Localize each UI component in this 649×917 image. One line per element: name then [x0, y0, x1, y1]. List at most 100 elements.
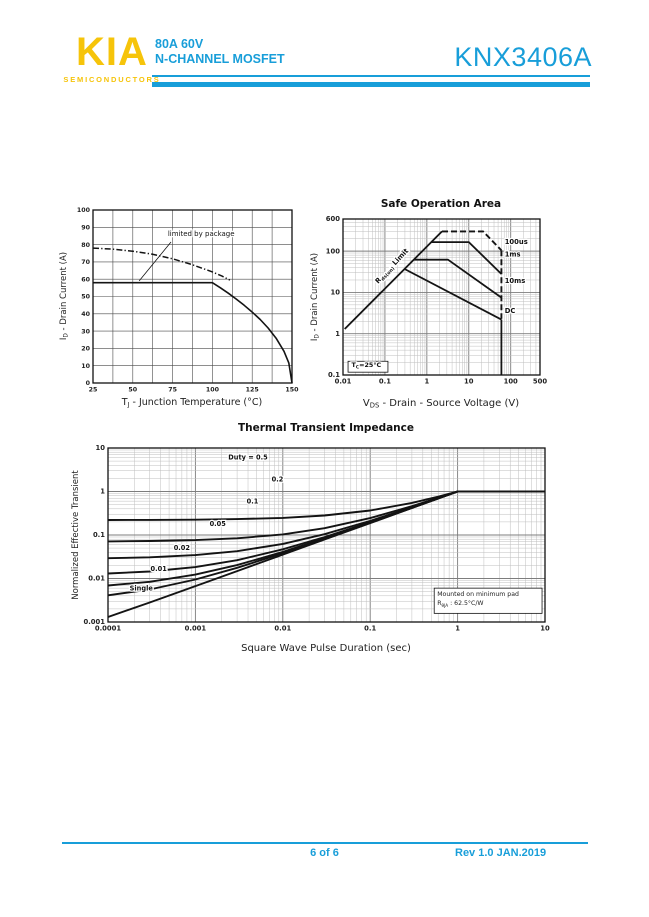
y-tick-label: 10 — [81, 363, 90, 370]
curve-label-1ms: 1ms — [505, 250, 521, 258]
y-tick-label: 20 — [81, 346, 90, 353]
duty-label-0p02: 0.02 — [174, 544, 191, 552]
single-label: Single — [130, 584, 154, 592]
junction-temperature-chart: 25 50 75 100 125 150 0 10 20 30 40 50 60 70 80 90 100 TJ … — [50, 188, 302, 425]
y-tick-labels: 0.1 1 10 100 600 — [326, 215, 340, 379]
x-tick-label: 1 — [455, 625, 460, 633]
duty-0p05-curve — [107, 490, 545, 575]
x-tick-label: 25 — [89, 387, 98, 394]
plot-frame — [342, 218, 541, 376]
limited-by-package-label: limited by package — [168, 230, 235, 238]
plot-frame — [92, 209, 293, 384]
pulse-1ms-curve — [431, 241, 503, 275]
y-tick-label: 50 — [81, 294, 90, 301]
curve-label-100us: 100us — [505, 238, 528, 246]
chart-title: Thermal Transient Impedance — [238, 422, 414, 434]
thermal-impedance-chart: 0.0001 0.001 0.01 0.1 1 10 0.001 0.01 0.1 1 10 Ther… — [58, 418, 590, 671]
pulse-100us-curve — [442, 230, 503, 251]
plot-frame — [107, 447, 546, 623]
header-device-type-line: N-CHANNEL MOSFET — [155, 51, 285, 66]
single-pulse-curve — [107, 490, 545, 618]
package-limit-curve — [93, 281, 293, 384]
note-box-line-2: RθJA : 62.5°C/W — [437, 599, 483, 608]
footer-rule — [62, 842, 588, 844]
y-tick-label: 0.01 — [88, 575, 105, 583]
x-tick-label: 0.01 — [335, 378, 352, 386]
header-subtitle: 80A 60V N-CHANNEL MOSFET — [155, 37, 285, 66]
x-tick-label: 50 — [128, 387, 137, 394]
duty-label-0p1: 0.1 — [247, 497, 259, 505]
x-tick-label: 100 — [504, 378, 518, 386]
x-tick-label: 150 — [285, 387, 299, 394]
y-axis-title: ID - Drain Current (A) — [310, 253, 321, 341]
x-tick-label: 0.1 — [364, 625, 376, 633]
x-axis-title: TJ - Junction Temperature (°C) — [121, 397, 262, 409]
safe-operation-area-chart: 0.01 0.1 1 10 100 500 0.1 1 10 100 600 Safe Operati… — [303, 192, 559, 423]
x-tick-label: 0.0001 — [95, 625, 121, 633]
duty-label-0p05: 0.05 — [210, 520, 227, 528]
y-tick-label: 0.1 — [328, 371, 340, 379]
x-tick-label: 100 — [206, 387, 220, 394]
x-tick-label: 10 — [464, 378, 474, 386]
x-tick-label: 1 — [424, 378, 429, 386]
curve-label-10ms: 10ms — [505, 277, 526, 285]
y-tick-label: 40 — [81, 311, 90, 318]
x-axis-title: VDS - Drain - Source Voltage (V) — [363, 398, 519, 410]
x-tick-label: 0.01 — [274, 625, 291, 633]
dc-curve — [404, 268, 502, 321]
rds-on-limit-curve — [344, 230, 443, 330]
annotation-leader-curve — [138, 241, 172, 282]
x-tick-label: 0.001 — [185, 625, 207, 633]
y-tick-label: 10 — [331, 289, 341, 297]
curve-label-dc: DC — [505, 307, 516, 315]
chart-title: Safe Operation Area — [381, 198, 501, 210]
thermal-svg: 0.0001 0.001 0.01 0.1 1 100.0010.010.1110Ther… — [71, 422, 550, 654]
kia-logo-text: KIA — [76, 30, 148, 74]
header-rule-thick — [152, 82, 590, 87]
duty-label-0p01: 0.01 — [151, 565, 168, 573]
y-tick-labels: 0 10 20 30 40 50 60 70 80 90 100 — [77, 207, 91, 387]
y-tick-label: 0.001 — [84, 618, 106, 626]
y-axis-title: ID - Drain Current (A) — [59, 252, 70, 340]
y-tick-label: 600 — [326, 215, 340, 223]
duty-label-0p2: 0.2 — [272, 475, 284, 483]
revision-label: Rev 1.0 JAN.2019 — [455, 847, 547, 859]
header-rule-thin — [152, 75, 590, 77]
y-tick-label: 0.1 — [93, 531, 105, 539]
y-tick-label: 100 — [326, 247, 340, 255]
x-axis-title: Square Wave Pulse Duration (sec) — [241, 643, 411, 654]
y-tick-label: 1 — [100, 488, 105, 496]
x-tick-label: 125 — [246, 387, 259, 394]
y-tick-label: 10 — [96, 444, 106, 452]
y-tick-label: 0 — [86, 380, 91, 387]
junction-svg: 25 50 75 100 125 150 0 10 20 30 40 50 60 70 80 90 100 TJ … — [59, 207, 300, 409]
x-tick-label: 10 — [540, 625, 550, 633]
y-tick-label: 70 — [81, 259, 90, 266]
y-tick-label: 60 — [81, 276, 90, 283]
y-tick-label: 1 — [335, 330, 340, 338]
x-tick-labels: 0.01 0.1 1 10 100 500 — [335, 378, 548, 386]
y-tick-label: 90 — [81, 225, 90, 232]
x-tick-labels: 0.0001 0.001 0.01 0.1 1 10 — [95, 625, 550, 633]
part-number: KNX3406A — [454, 42, 592, 72]
x-tick-label: 500 — [533, 378, 547, 386]
note-box-frame — [433, 587, 543, 614]
x-tick-label: 0.1 — [379, 378, 391, 386]
kia-logo: KIA SEMICONDUCTORS — [57, 30, 167, 84]
kia-logo-subtext: SEMICONDUCTORS — [63, 75, 161, 84]
duty-label-0p5: Duty = 0.5 — [228, 453, 268, 461]
tc-condition-frame — [347, 360, 389, 373]
y-tick-label: 30 — [81, 328, 90, 335]
y-tick-label: 100 — [77, 207, 91, 214]
pulse-10ms-curve — [413, 258, 502, 299]
page-number: 6 of 6 — [310, 847, 339, 859]
x-tick-label: 75 — [168, 387, 177, 394]
tc-condition: TC=25°C — [352, 361, 382, 371]
x-tick-labels: 25 50 75 100 125 150 — [89, 387, 300, 394]
y-axis-title: Normalized Effective Transient — [71, 470, 81, 600]
y-tick-label: 80 — [81, 242, 90, 249]
silicon-limit-curve — [92, 247, 231, 281]
note-box-line-1: Mounted on minimum pad — [437, 591, 519, 598]
